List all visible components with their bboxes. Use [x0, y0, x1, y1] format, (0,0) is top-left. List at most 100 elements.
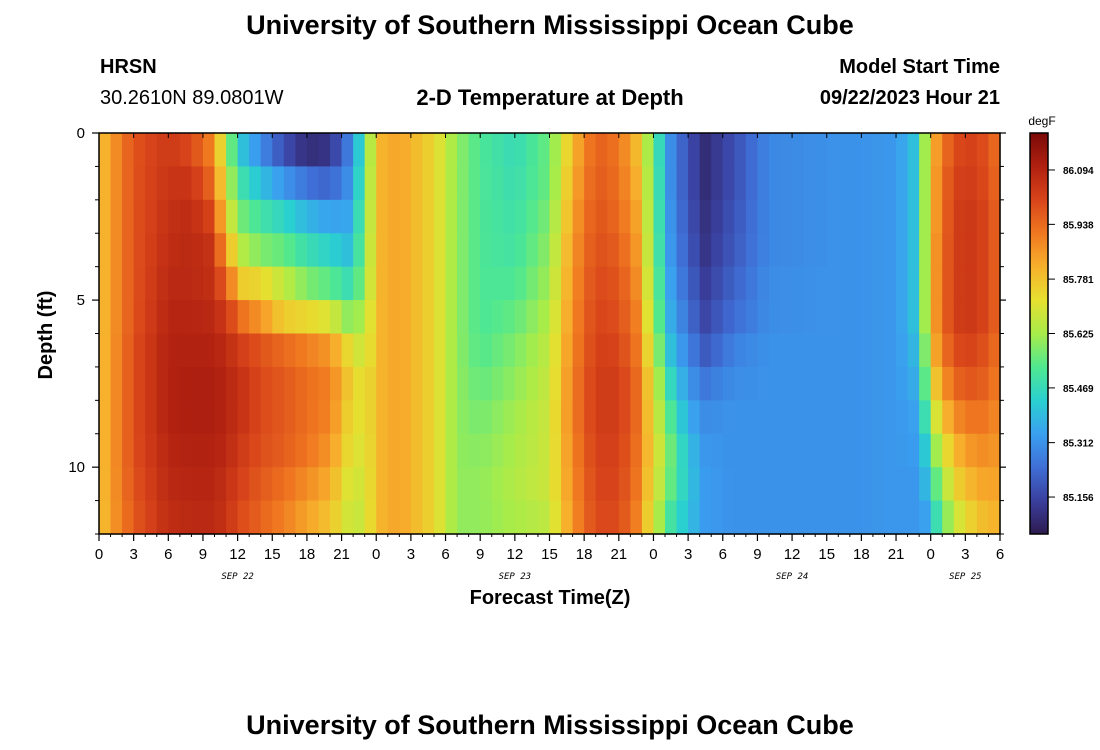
heatmap-cell — [792, 433, 805, 468]
heatmap-cell — [838, 467, 851, 502]
heatmap-cell — [572, 199, 585, 234]
heatmap-cell — [237, 366, 250, 401]
heatmap-cell — [549, 300, 562, 335]
heatmap-cell — [491, 300, 504, 335]
heatmap-cell — [665, 233, 678, 268]
heatmap-cell — [318, 233, 331, 268]
heatmap-cell — [283, 400, 296, 435]
x-tick-label: 12 — [784, 546, 801, 563]
heatmap-cell — [226, 500, 239, 535]
heatmap-cell — [179, 400, 193, 435]
heatmap-cell — [792, 467, 805, 502]
heatmap-cell — [734, 133, 747, 168]
heatmap-cell — [306, 266, 320, 301]
heatmap-cell — [433, 300, 447, 335]
heatmap-cell — [341, 333, 354, 368]
heatmap-cell — [757, 467, 770, 502]
heatmap-cell — [202, 300, 216, 335]
heatmap-cell — [445, 199, 458, 234]
heatmap-cell — [191, 233, 204, 268]
heatmap-cell — [191, 266, 204, 301]
heatmap-cell — [965, 366, 978, 401]
heatmap-cell — [653, 266, 666, 301]
heatmap-cell — [156, 133, 169, 168]
heatmap-cell — [930, 333, 943, 368]
heatmap-cell — [849, 166, 862, 201]
heatmap-cell — [156, 333, 169, 368]
heatmap-cell — [480, 433, 493, 468]
heatmap-cell — [803, 233, 816, 268]
heatmap-cell — [722, 500, 735, 535]
y-tick-label: 5 — [77, 292, 85, 309]
heatmap-cell — [364, 300, 377, 335]
heatmap-cell — [884, 266, 897, 301]
heatmap-cell — [330, 467, 343, 502]
heatmap-cell — [226, 233, 239, 268]
heatmap-cell — [249, 333, 262, 368]
heatmap-cell — [919, 467, 932, 502]
heatmap-cell — [133, 400, 146, 435]
heatmap-cell — [641, 366, 655, 401]
heatmap-cell — [561, 467, 574, 502]
heatmap-cell — [768, 133, 782, 168]
heatmap-cell — [433, 333, 447, 368]
heatmap-cell — [353, 366, 366, 401]
heatmap-cell — [537, 166, 551, 201]
heatmap-cell — [572, 366, 585, 401]
heatmap-cell — [353, 500, 366, 535]
heatmap-cell — [549, 400, 562, 435]
heatmap-cell — [399, 333, 412, 368]
heatmap-cell — [561, 199, 574, 234]
heatmap-cell — [561, 233, 574, 268]
x-tick-label: 0 — [95, 546, 103, 563]
heatmap-cell — [330, 266, 343, 301]
heatmap-cell — [734, 233, 747, 268]
heatmap-cell — [260, 133, 273, 168]
heatmap-cell — [341, 133, 354, 168]
heatmap-cell — [965, 433, 978, 468]
heatmap-cell — [537, 400, 551, 435]
heatmap-cell — [815, 433, 828, 468]
heatmap-cell — [214, 366, 227, 401]
heatmap-cell — [226, 467, 239, 502]
heatmap-cell — [318, 266, 331, 301]
heatmap-cell — [607, 233, 620, 268]
heatmap-cell — [803, 333, 816, 368]
heatmap-cell — [942, 500, 955, 535]
heatmap-cell — [295, 233, 308, 268]
heatmap-cell — [468, 199, 481, 234]
heatmap-cell — [295, 433, 308, 468]
heatmap-cell — [953, 166, 966, 201]
heatmap-cell — [792, 333, 805, 368]
heatmap-cell — [861, 266, 874, 301]
heatmap-cell — [156, 300, 169, 335]
heatmap-cell — [237, 166, 250, 201]
heatmap-cell — [318, 133, 331, 168]
heatmap-cell — [780, 333, 793, 368]
heatmap-cell — [988, 166, 1001, 201]
heatmap-cell — [168, 300, 181, 335]
heatmap-cell — [953, 500, 966, 535]
heatmap-cell — [549, 500, 562, 535]
x-tick-label: 3 — [684, 546, 692, 563]
heatmap-cell — [145, 166, 158, 201]
heatmap-cell — [295, 366, 308, 401]
heatmap-cell — [376, 433, 389, 468]
heatmap-cell — [780, 233, 793, 268]
heatmap-cell — [306, 233, 320, 268]
heatmap-cell — [745, 433, 759, 468]
heatmap-cell — [179, 467, 193, 502]
heatmap-cell — [202, 266, 216, 301]
heatmap-cell — [780, 199, 793, 234]
heatmap-cell — [122, 366, 135, 401]
heatmap-cell — [226, 266, 239, 301]
heatmap-cell — [399, 199, 412, 234]
heatmap-cell — [676, 333, 689, 368]
x-tick-label: 3 — [129, 546, 137, 563]
heatmap-cell — [699, 467, 712, 502]
heatmap-cell — [156, 433, 169, 468]
heatmap-cell — [976, 366, 990, 401]
heatmap-cell — [226, 133, 239, 168]
heatmap-cell — [179, 433, 193, 468]
heatmap-cell — [133, 467, 146, 502]
